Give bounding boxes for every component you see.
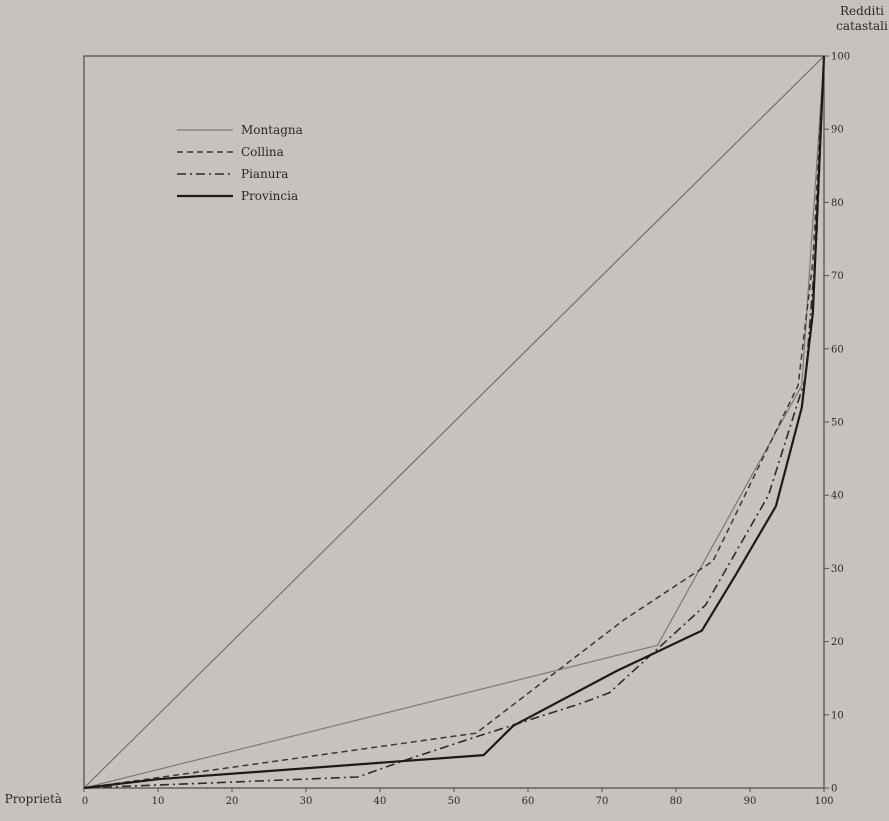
y-tick-label: 80 (831, 198, 844, 209)
x-tick-label: 50 (448, 796, 461, 807)
series-line-montagna (83, 55, 825, 789)
y-tick-label: 10 (831, 710, 844, 721)
y-axis-label-line-1: Redditi (840, 4, 884, 18)
y-axis-label-line-2: catastali (836, 19, 888, 33)
legend: Montagna Collina Pianura Provincia (177, 123, 303, 203)
x-tick-label: 0 (82, 796, 88, 807)
legend-label-collina: Collina (241, 145, 284, 159)
x-tick-label: 100 (814, 796, 833, 807)
x-tick-label: 90 (744, 796, 757, 807)
equality-line-layer (83, 55, 825, 789)
y-tick-label: 0 (831, 784, 837, 795)
x-axis-label: Proprietà (5, 792, 62, 806)
y-tick-label: 70 (831, 271, 844, 282)
legend-label-provincia: Provincia (241, 189, 298, 203)
x-tick-label: 70 (596, 796, 609, 807)
y-tick-label: 30 (831, 564, 844, 575)
y-tick-label: 60 (831, 344, 844, 355)
x-tick-label: 20 (226, 796, 239, 807)
series-line-pianura (83, 55, 825, 789)
x-tick-label: 60 (522, 796, 535, 807)
y-tick-label: 40 (831, 491, 844, 502)
y-tick-label: 90 (831, 125, 844, 136)
y-tick-label: 100 (831, 52, 850, 63)
x-tick-label: 30 (300, 796, 313, 807)
series-line-provincia (83, 55, 826, 790)
equality-diagonal-line (83, 55, 825, 789)
y-tick-label: 50 (831, 418, 844, 429)
legend-label-pianura: Pianura (241, 167, 288, 181)
x-tick-label: 80 (670, 796, 683, 807)
axes-layer: 0 10 20 30 40 50 60 70 80 90 100010203040506070809… (82, 52, 850, 808)
x-tick-label: 10 (152, 796, 165, 807)
x-tick-label: 40 (374, 796, 387, 807)
series-layer (83, 55, 826, 790)
legend-label-montagna: Montagna (241, 123, 303, 137)
y-tick-label: 20 (831, 637, 844, 648)
